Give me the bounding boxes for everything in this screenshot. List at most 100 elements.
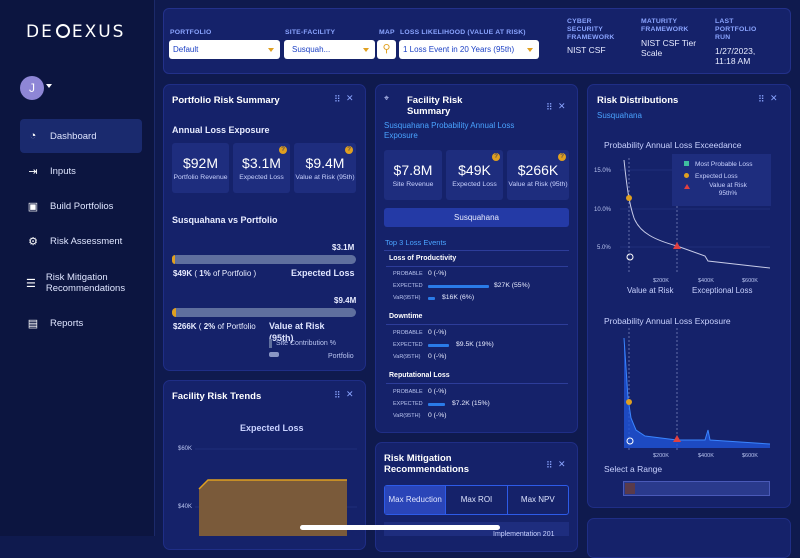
kpi-value-at-risk: ? $9.4M Value at Risk (95th) [294,143,356,193]
event-probable: 0 (-%) [428,329,447,336]
y-tick: 10.0% [594,207,612,213]
exposure-chart [623,328,770,450]
close-icon[interactable]: ✕ [558,459,566,469]
site-button[interactable]: Susquahana [384,208,569,227]
portfolio-select[interactable]: Default [169,40,280,59]
site-select[interactable]: Susquah... [284,40,375,59]
denexus-logo: DE EXUS [26,22,126,42]
nav-item-reports[interactable]: ▤ Reports [20,306,142,340]
dashboard-icon: ◔ [29,130,37,142]
drag-handle-icon[interactable]: ⠿ [546,460,553,470]
kpi-value: $7.8M [393,162,433,178]
row-label: PROBABLE [393,389,423,395]
range-slider-handle[interactable] [625,483,635,494]
kpi-value: $3.1M [242,155,281,171]
event-probable: 0 (-%) [428,270,447,277]
info-icon[interactable]: ? [558,153,566,161]
drag-handle-icon[interactable]: ⠿ [546,102,553,112]
x-tick: $600K [742,278,758,284]
y-tick: 15.0% [594,168,612,174]
tab-max-npv[interactable]: Max NPV [520,495,555,504]
row-label: EXPECTED [393,342,423,348]
trend-chart-title: Expected Loss [240,423,304,433]
maturity-label: MATURITY FRAMEWORK [641,18,689,33]
compare-title: Susquahana vs Portfolio [172,215,278,225]
kpi-value-at-risk: ? $266K Value at Risk (95th) [507,150,569,200]
extra-panel [587,518,791,558]
panel-title: Risk Distributions [597,95,679,106]
nav-item-dashboard[interactable]: ◔ Dashboard [20,119,142,153]
event-name: Loss of Productivity [386,255,568,267]
kpi-label: Portfolio Revenue [173,174,228,181]
nav-label: Reports [50,317,84,329]
risk-mitigation-icon: ☰ [26,277,36,290]
info-icon[interactable]: ? [345,146,353,154]
event-expected-bar [428,403,445,406]
info-icon[interactable]: ? [492,153,500,161]
nav-item-inputs[interactable]: ⇥ Inputs [20,154,142,188]
kpi-value: $266K [517,162,559,178]
expected-portfolio-value: $3.1M [332,243,355,252]
x-tick: $400K [698,278,714,284]
event-expected: $9.5K (19%) [456,341,494,348]
divider [384,250,569,251]
marker-label: Value at Risk [627,286,674,295]
site-value: $49K [173,269,193,278]
drag-handle-icon[interactable]: ⠿ [334,390,341,400]
var-bar-fill [172,308,176,317]
satellite-icon: ⌖ [384,93,390,103]
y-tick: 5.0% [597,245,611,251]
range-slider[interactable] [623,481,770,496]
portfolio-label: PORTFOLIO [170,29,212,36]
info-icon[interactable]: ? [279,146,287,154]
event-expected: $27K (55%) [494,282,530,289]
mitigation-tabs: Max Reduction Max ROI Max NPV [384,485,569,515]
x-tick: $600K [742,453,758,459]
close-icon[interactable]: ✕ [346,389,354,399]
close-icon[interactable]: ✕ [770,93,778,103]
tab-max-roi[interactable]: Max ROI [446,486,508,514]
last-run-value: 1/27/2023, 11:18 AM [715,46,756,66]
avatar[interactable]: J [20,76,44,100]
close-icon[interactable]: ✕ [346,93,354,103]
framework-value: NIST CSF [567,45,606,55]
pct-suffix: of Portfolio ) [213,269,257,278]
chevron-down-icon [527,48,533,52]
close-icon[interactable]: ✕ [558,101,566,111]
row-label: VaR(95TH) [393,413,421,419]
home-indicator[interactable] [300,525,500,530]
drag-handle-icon[interactable]: ⠿ [758,94,765,104]
likelihood-select[interactable]: 1 Loss Event in 20 Years (95th) [399,40,539,59]
drag-handle-icon[interactable]: ⠿ [334,94,341,104]
nav-item-risk-assessment[interactable]: ⚙ Risk Assessment [20,224,142,258]
x-tick: $400K [698,453,714,459]
var-label: Value at Risk (95th) [269,321,325,343]
nav-label: Risk Assessment [50,235,123,247]
site-pct: 1% [199,269,211,278]
kpi-label: Value at Risk (95th) [295,174,355,181]
risk-assessment-icon: ⚙ [28,235,38,248]
legend-label: Most Probable Loss [695,161,753,168]
nav-label: Build Portfolios [50,200,114,212]
chevron-down-icon[interactable] [46,84,52,88]
facility-subtitle: Susquahana Probability Annual Loss Expos… [384,121,515,140]
distributions-subtitle: Susquahana [597,111,642,120]
maturity-value: NIST CSF Tier Scale [641,38,697,58]
nav-item-risk-mitigation[interactable]: ☰ Risk Mitigation Recommendations [20,265,142,301]
panel-title: Facility Risk Trends [172,391,262,402]
likelihood-value: 1 Loss Event in 20 Years (95th) [403,45,515,54]
event-var: 0 (-%) [428,412,447,419]
map-pin-icon[interactable]: ⚲ [377,40,396,59]
tab-max-reduction[interactable]: Max Reduction [385,486,447,514]
most-probable-point [626,253,634,261]
range-label: Select a Range [604,464,663,474]
row-label: VaR(95TH) [393,354,421,360]
panel-title: Facility Risk Summary [407,95,463,117]
kpi-portfolio-revenue: $92M Portfolio Revenue [172,143,229,193]
var-bar [172,308,356,317]
nav-item-build-portfolios[interactable]: ▣ Build Portfolios [20,189,142,223]
legend-site-swatch [269,339,272,348]
portfolio-risk-summary-panel [163,84,366,371]
events-title: Top 3 Loss Events [385,238,447,247]
legend-swatch-var [684,184,690,189]
